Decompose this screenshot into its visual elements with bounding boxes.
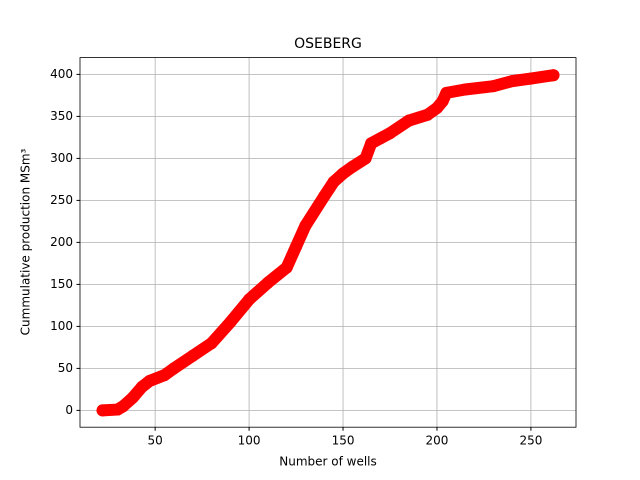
- y-axis-label: Cummulative production MSm³: [19, 148, 33, 335]
- data-point: [524, 72, 537, 85]
- data-point: [459, 83, 472, 96]
- data-point: [402, 114, 415, 127]
- data-point: [143, 375, 156, 387]
- data-point: [167, 362, 180, 375]
- x-tick-label: 50: [148, 434, 163, 448]
- data-point: [547, 69, 560, 82]
- data-point: [365, 137, 378, 150]
- y-tick-label: 0: [65, 403, 73, 417]
- x-axis-label: Number of wells: [279, 455, 377, 469]
- y-tick-label: 200: [50, 235, 73, 249]
- data-point: [96, 404, 109, 417]
- data-point: [299, 219, 312, 232]
- data-line: [96, 69, 560, 417]
- y-tick-label: 50: [58, 361, 73, 375]
- data-point: [384, 127, 396, 140]
- y-tick-label: 300: [50, 151, 73, 165]
- chart-title: OSEBERG: [294, 36, 362, 52]
- data-point: [327, 175, 340, 188]
- y-tick-label: 350: [50, 109, 73, 123]
- data-point: [158, 369, 171, 382]
- data-point: [290, 240, 303, 253]
- data-point: [337, 167, 350, 180]
- x-tick-label: 100: [238, 434, 261, 448]
- data-point: [421, 108, 434, 121]
- data-point: [243, 293, 256, 306]
- data-point: [186, 349, 199, 362]
- data-point: [261, 276, 274, 289]
- x-tick-label: 250: [519, 434, 542, 448]
- data-point: [280, 261, 293, 274]
- data-point: [224, 316, 237, 329]
- data-point: [126, 391, 139, 404]
- x-tick-label: 150: [332, 434, 355, 448]
- x-tick-label: 200: [426, 434, 449, 448]
- y-tick-label: 250: [50, 193, 73, 207]
- data-point: [506, 75, 519, 88]
- data-point: [346, 160, 359, 173]
- y-tick-label: 150: [50, 277, 73, 291]
- data-point: [359, 152, 372, 165]
- data-point: [440, 86, 453, 99]
- plot-frame: [79, 57, 577, 428]
- data-point: [205, 337, 218, 350]
- data-point: [487, 80, 500, 93]
- data-point: [117, 400, 130, 413]
- y-tick-label: 400: [50, 67, 73, 81]
- data-point: [318, 190, 331, 203]
- y-tick-label: 100: [50, 319, 73, 333]
